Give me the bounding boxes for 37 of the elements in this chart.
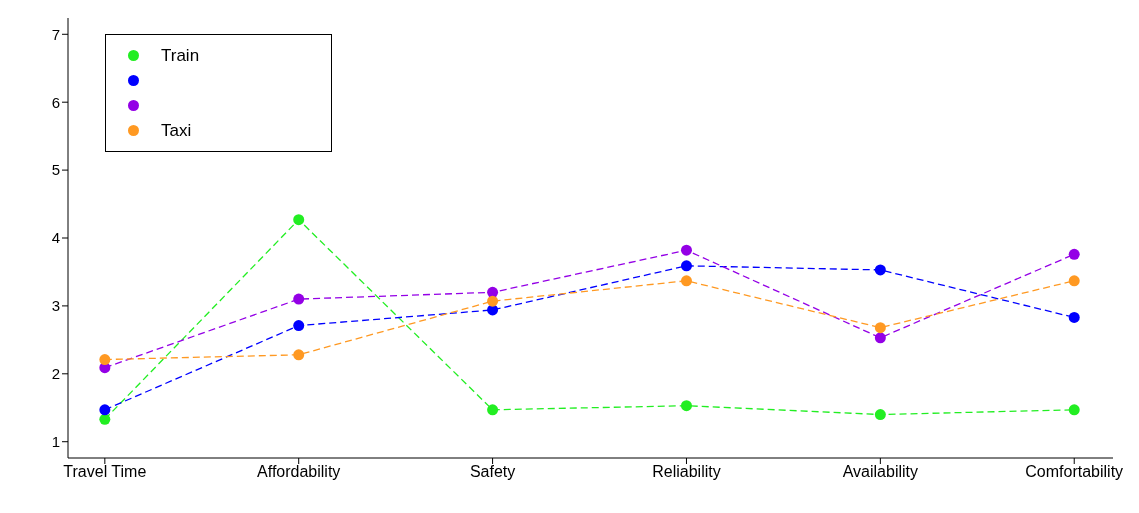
point xyxy=(874,409,886,421)
x-tick-label: Reliability xyxy=(652,463,721,481)
point xyxy=(99,404,111,416)
point xyxy=(874,332,886,344)
point xyxy=(680,260,692,272)
point xyxy=(293,320,305,332)
point xyxy=(1068,404,1080,416)
point xyxy=(487,286,499,298)
point xyxy=(874,264,886,276)
point xyxy=(293,293,305,305)
point xyxy=(874,322,886,334)
point xyxy=(487,404,499,416)
legend-label: Taxi xyxy=(161,120,193,141)
y-tick-label: 6 xyxy=(51,93,60,111)
point xyxy=(680,400,692,412)
y-tick-label: 3 xyxy=(51,297,60,315)
point xyxy=(1068,311,1080,323)
x-tick-label: Availability xyxy=(842,463,918,481)
point xyxy=(293,349,305,361)
point xyxy=(487,295,499,307)
point xyxy=(1068,248,1080,260)
point xyxy=(1068,275,1080,287)
y-tick-label: 7 xyxy=(51,25,60,43)
y-tick-label: 5 xyxy=(51,161,60,179)
point xyxy=(680,244,692,256)
x-tick-label: Safety xyxy=(469,463,516,481)
legend-label: Train xyxy=(161,45,201,66)
y-tick-label: 1 xyxy=(51,433,60,451)
point xyxy=(293,214,305,226)
x-tick-label: Comfortability xyxy=(1025,463,1124,481)
y-tick-label: 2 xyxy=(51,365,60,383)
point xyxy=(680,275,692,287)
x-tick-label: Travel Time xyxy=(63,463,147,481)
point xyxy=(99,354,111,366)
point xyxy=(99,413,111,425)
x-tick-label: Affordability xyxy=(257,463,341,481)
y-tick-label: 4 xyxy=(51,229,60,247)
